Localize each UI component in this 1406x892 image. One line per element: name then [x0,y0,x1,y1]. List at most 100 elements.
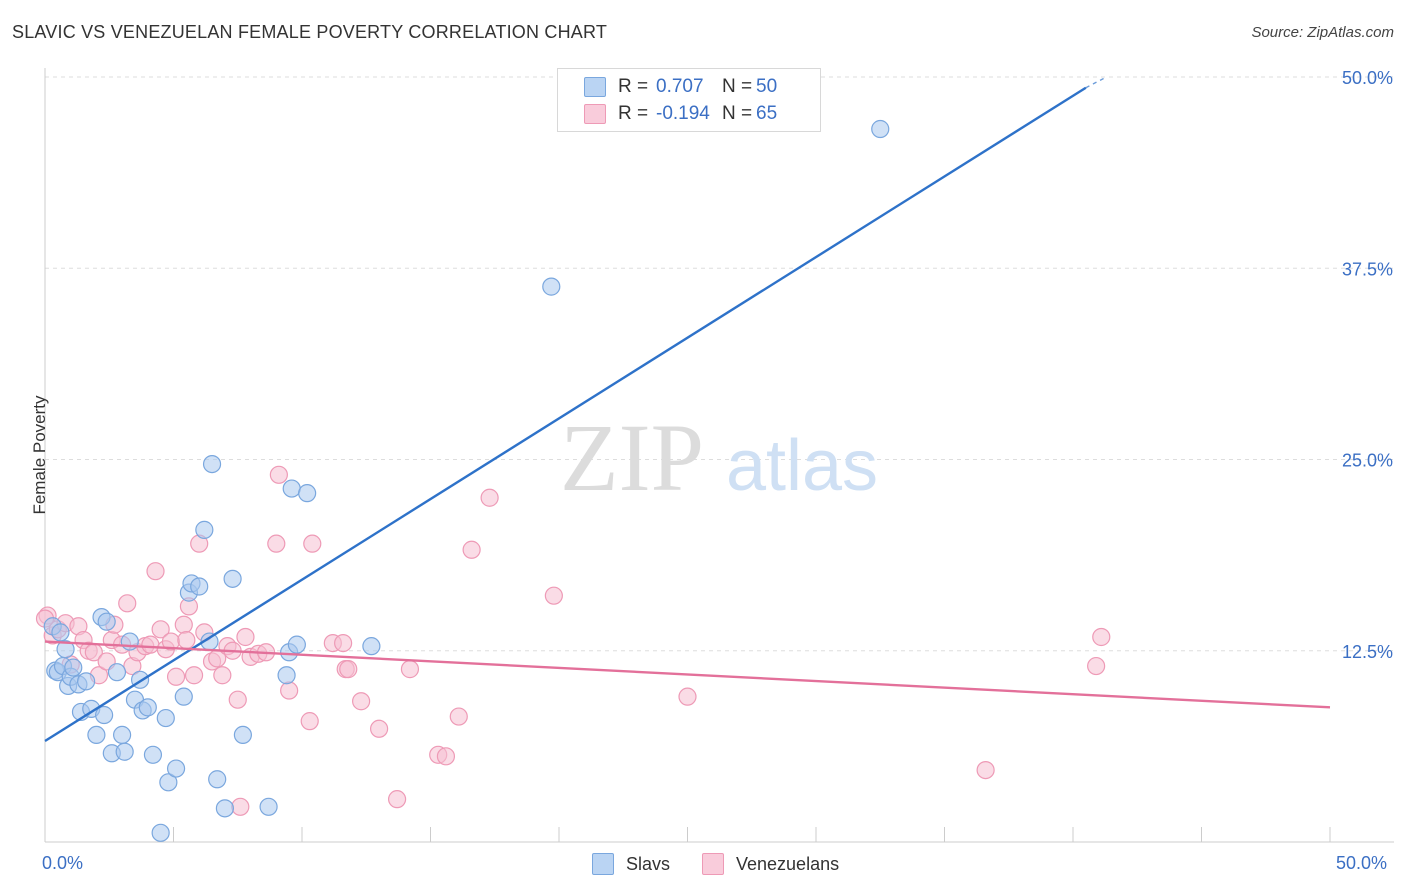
legend-r-label: R = [618,103,649,124]
y-tick-label-3: 50.0% [1342,68,1393,88]
legend-n-label: N = [722,103,753,124]
point-slavs-5 [56,640,75,659]
point-venezuelans-62 [1087,656,1106,676]
point-slavs-34 [195,520,214,539]
point-slavs-8 [64,658,83,677]
point-venezuelans-42 [269,465,288,484]
bottom-legend-swatch-venezuelans [702,853,724,875]
point-slavs-11 [77,672,96,691]
point-venezuelans-60 [678,687,697,706]
point-slavs-40 [233,725,252,745]
point-venezuelans-36 [231,797,250,816]
point-slavs-30 [174,687,193,706]
point-slavs-27 [156,708,175,728]
point-slavs-18 [107,663,127,682]
y-tick-label-2: 37.5% [1342,259,1393,279]
point-slavs-28 [159,773,178,792]
legend-n-value: 50 [756,76,778,97]
point-slavs-42 [277,666,296,685]
point-venezuelans-55 [436,747,456,766]
point-slavs-19 [112,725,132,745]
watermark-zip: ZIP [560,404,704,511]
point-venezuelans-63 [1092,627,1111,647]
bottom-legend-slavs[interactable]: Slavs [592,851,670,877]
point-slavs-44 [282,479,301,498]
point-slavs-46 [298,484,317,503]
legend-n-value: 65 [756,103,778,124]
point-slavs-38 [215,799,234,818]
legend-r-label: R = [618,76,649,97]
point-venezuelans-27 [184,666,204,685]
watermark: ZIP atlas [560,404,878,511]
correlation-legend: R = 0.707 N = 50 R = -0.194 N = 65 [557,68,821,132]
point-slavs-41 [259,797,278,816]
y-tick-labels: 12.5% 25.0% 37.5% 50.0% [1342,68,1393,662]
point-slavs-21 [120,632,139,651]
point-venezuelans-24 [174,615,193,634]
x-tick-label-min: 0.0% [42,853,84,873]
point-slavs-26 [143,745,163,764]
point-venezuelans-43 [280,681,299,700]
point-venezuelans-57 [462,540,481,559]
point-venezuelans-50 [352,692,371,711]
grid-layer [45,76,1394,652]
point-slavs-29 [166,759,186,778]
bottom-legend-swatch-slavs [592,853,614,875]
point-slavs-20 [115,742,134,761]
legend-swatch-slavs [584,77,606,97]
point-venezuelans-23 [166,667,186,686]
legend-r-value: -0.194 [656,103,710,124]
point-slavs-49 [871,119,890,139]
bottom-legend-label-venezuelans: Venezuelans [736,853,840,874]
point-venezuelans-37 [236,627,255,647]
point-venezuelans-32 [213,666,232,685]
legend-n-label: N = [722,76,753,97]
point-venezuelans-19 [146,562,165,581]
legend-row-venezuelans: R = -0.194 N = 65 [584,102,777,126]
point-slavs-39 [223,569,242,588]
point-slavs-25 [138,698,157,717]
point-venezuelans-35 [228,690,247,709]
legend-swatch-venezuelans [584,104,606,124]
y-tick-label-0: 12.5% [1342,642,1393,662]
point-venezuelans-52 [387,790,407,809]
point-slavs-47 [362,637,381,656]
point-slavs-36 [202,454,222,474]
point-slavs-16 [97,612,116,631]
watermark-atlas: atlas [726,426,878,506]
point-venezuelans-14 [118,594,137,613]
bottom-legend-venezuelans[interactable]: Venezuelans [702,851,839,877]
point-slavs-13 [87,725,106,745]
point-slavs-45 [287,635,306,654]
point-slavs-15 [95,705,114,725]
point-venezuelans-61 [976,760,995,780]
y-tick-label-1: 25.0% [1342,451,1393,471]
point-slavs-33 [190,577,209,596]
point-slavs-48 [542,277,561,296]
point-slavs-3 [51,623,70,642]
trend-line-extension-slavs [1085,76,1107,89]
y-axis-label: Female Poverty [30,395,49,515]
point-venezuelans-18 [141,635,160,654]
point-venezuelans-53 [400,660,420,679]
point-venezuelans-58 [480,488,499,507]
point-venezuelans-49 [339,660,358,679]
bottom-legend-label-slavs: Slavs [626,853,671,874]
point-venezuelans-25 [177,630,196,650]
point-venezuelans-45 [303,534,322,553]
point-slavs-50 [151,823,170,842]
x-tick-label-max: 50.0% [1336,853,1388,873]
trend-line-slavs [44,86,1087,743]
legend-row-slavs: R = 0.707 N = 50 [584,75,777,99]
point-venezuelans-51 [370,719,389,738]
trend-layer [44,76,1331,743]
point-venezuelans-56 [449,707,468,726]
point-venezuelans-20 [151,620,170,639]
point-venezuelans-41 [267,534,286,553]
chart-title: SLAVIC VS VENEZUELAN FEMALE POVERTY CORR… [12,22,608,42]
source-label: Source: ZipAtlas.com [1251,24,1394,41]
trend-line-venezuelans [44,640,1331,709]
point-venezuelans-47 [334,633,353,653]
axes-layer [44,68,1394,843]
